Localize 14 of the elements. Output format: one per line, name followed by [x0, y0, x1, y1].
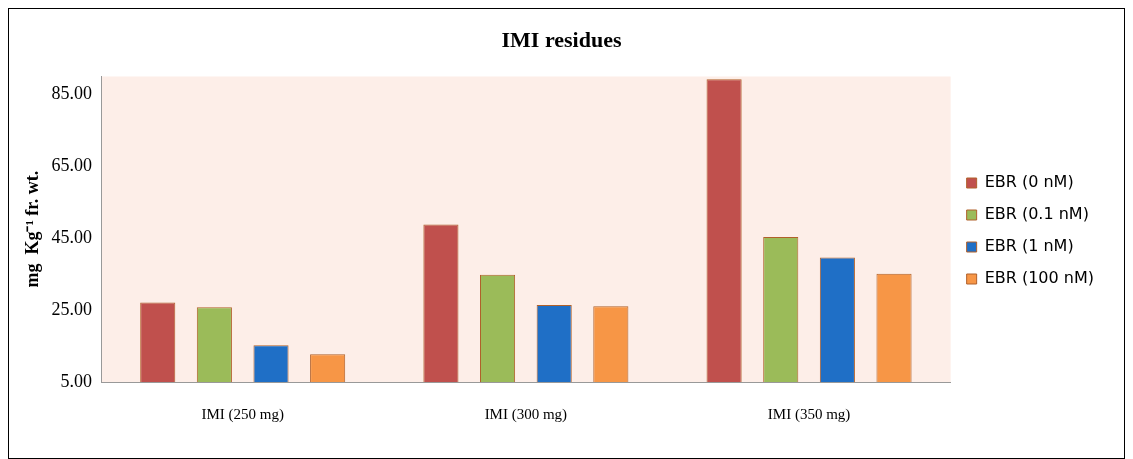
- x-tick-label: IMI (300 mg): [484, 405, 568, 423]
- x-tick-label: IMI (250 mg): [201, 405, 284, 423]
- y-tick-label: 85.00: [51, 83, 93, 104]
- x-tick-label: IMI (350 mg): [767, 405, 851, 423]
- chart-title: IMI residues: [501, 26, 622, 52]
- legend-label: EBR (0 nM): [984, 172, 1074, 192]
- y-axis-title: mg Kg⁻¹ fr. wt.: [22, 170, 43, 288]
- y-tick-label: 5.00: [60, 370, 93, 391]
- legend-label: EBR (1 nM): [984, 236, 1074, 256]
- y-tick-label: 25.00: [51, 298, 93, 319]
- legend-label: EBR (0.1 nM): [984, 204, 1089, 224]
- y-tick-label: 65.00: [51, 155, 93, 176]
- legend-label: EBR (100 nM): [984, 268, 1094, 288]
- y-tick-label: 45.00: [51, 226, 93, 247]
